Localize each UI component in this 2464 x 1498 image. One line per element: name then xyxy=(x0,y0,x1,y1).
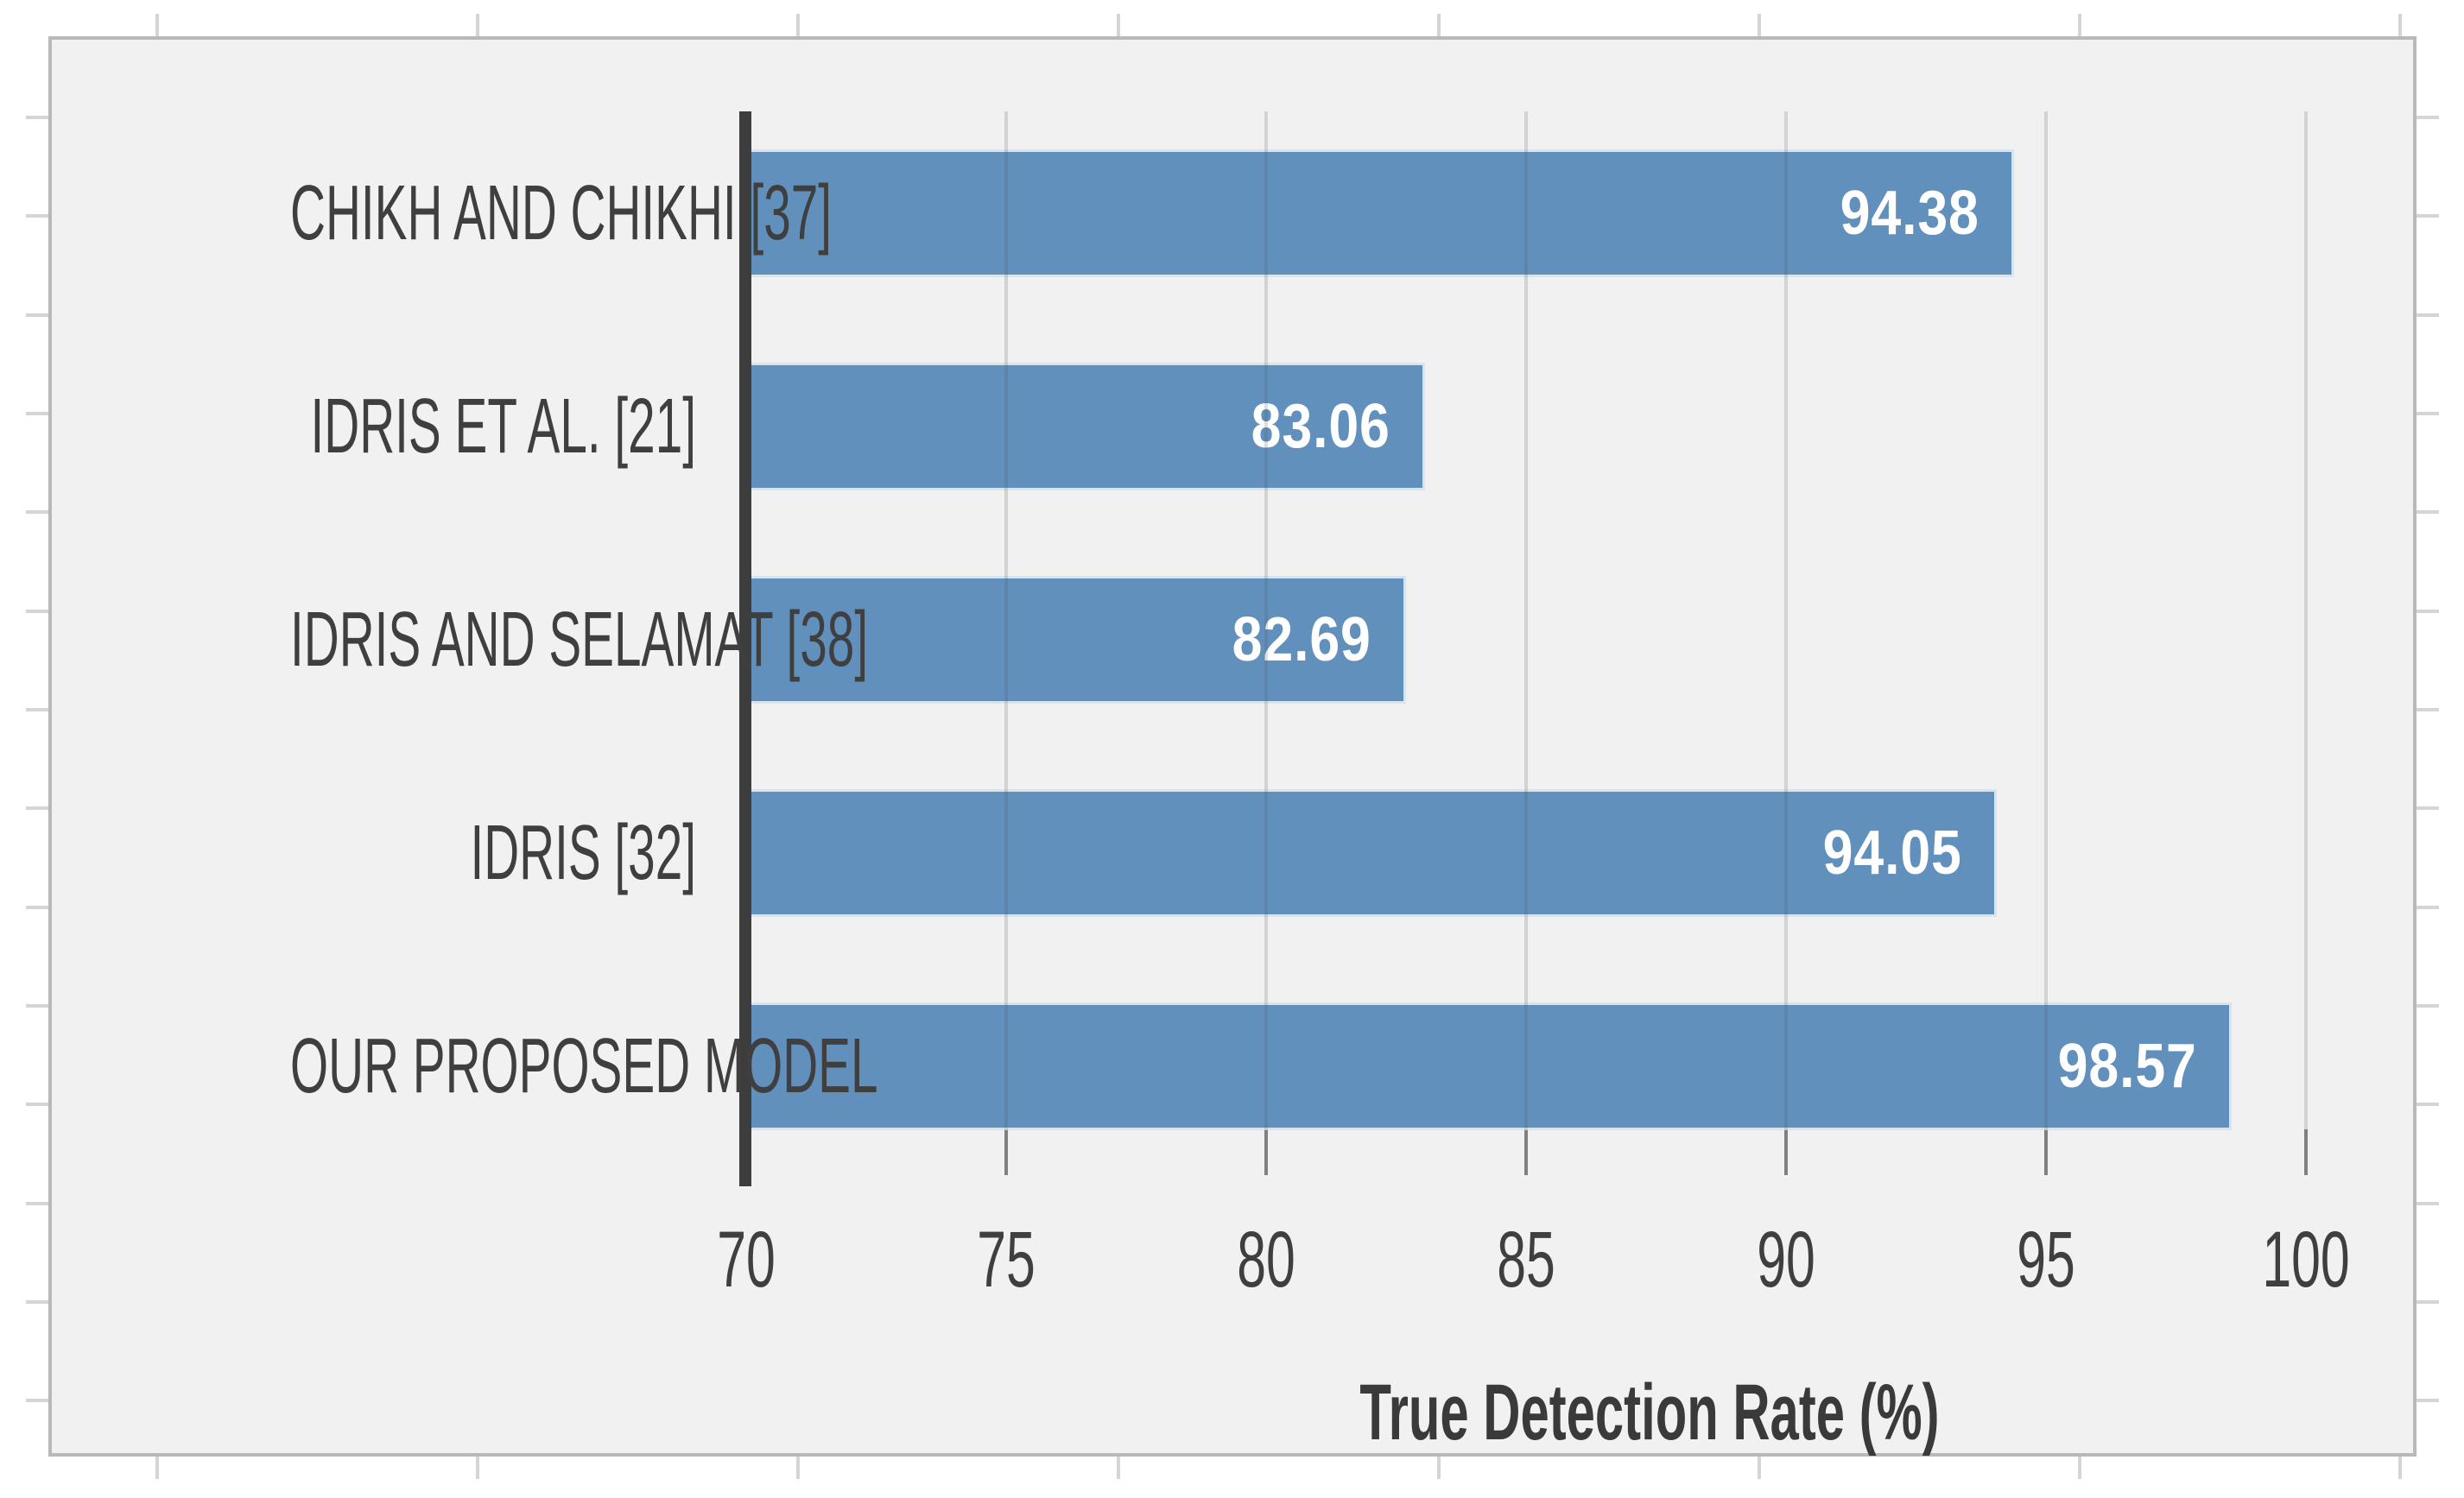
worksheet-gridline-tick xyxy=(26,214,48,218)
worksheet-gridline-tick xyxy=(26,806,48,810)
gridline xyxy=(1264,111,1268,1175)
gridline xyxy=(1004,111,1008,1175)
axis-tickmark xyxy=(1264,1129,1268,1175)
x-axis-title: True Detection Rate (%) xyxy=(1359,1368,1940,1457)
worksheet-gridline-tick xyxy=(2416,708,2439,711)
worksheet-gridline-tick xyxy=(26,116,48,119)
gridline xyxy=(2044,111,2048,1175)
worksheet-gridline-tick xyxy=(26,1399,48,1402)
worksheet-gridline-tick xyxy=(2078,1457,2081,1479)
worksheet-gridline-tick xyxy=(1758,1457,1761,1479)
axis-tickmark xyxy=(2044,1129,2048,1175)
axis-tickmark xyxy=(1784,1129,1788,1175)
axis-tickmark xyxy=(1004,1129,1008,1175)
chart-area[interactable]: True Detection Rate (%) 94.38 CHIKH AND C… xyxy=(48,36,2416,1457)
worksheet-gridline-tick xyxy=(26,1202,48,1205)
bar-value-label: 94.05 xyxy=(1822,819,1962,888)
worksheet-gridline-tick xyxy=(2416,1300,2439,1304)
bar-value-label: 94.38 xyxy=(1840,179,1979,248)
worksheet-gridline-tick xyxy=(26,610,48,613)
gridline xyxy=(2304,111,2308,1175)
category-label: IDRIS [32] xyxy=(470,810,696,896)
category-label: IDRIS AND SELAMAT [38] xyxy=(290,597,869,683)
bar[interactable]: 82.69 xyxy=(751,576,1406,704)
worksheet-gridline-tick xyxy=(2398,1457,2402,1479)
bar[interactable]: 83.06 xyxy=(751,363,1425,490)
value-axis-line xyxy=(739,111,751,1186)
bar-value-label: 83.06 xyxy=(1251,392,1390,461)
worksheet-gridline-tick xyxy=(476,1457,479,1479)
x-tick-label: 95 xyxy=(2017,1216,2075,1304)
worksheet-gridline-tick xyxy=(2416,313,2439,317)
category-label: CHIKH AND CHIKHI [37] xyxy=(290,170,833,256)
worksheet-gridline-tick xyxy=(2416,1103,2439,1106)
category-label: OUR PROPOSED MODEL xyxy=(290,1023,878,1109)
worksheet-gridline-tick xyxy=(2416,214,2439,218)
bar[interactable]: 94.38 xyxy=(751,149,2014,277)
worksheet-gridline-tick xyxy=(476,14,479,36)
worksheet-gridline-tick xyxy=(2416,412,2439,415)
worksheet-gridline-tick xyxy=(26,1300,48,1304)
worksheet-gridline-tick xyxy=(1117,14,1120,36)
worksheet-gridline-tick xyxy=(1117,1457,1120,1479)
x-tick-label: 70 xyxy=(717,1216,776,1304)
category-label: IDRIS ET AL. [21] xyxy=(310,383,696,470)
worksheet-gridline-tick xyxy=(1437,1457,1441,1479)
worksheet-gridline-tick xyxy=(2416,510,2439,514)
worksheet-gridline-tick xyxy=(26,1103,48,1106)
worksheet-gridline-tick xyxy=(2078,14,2081,36)
worksheet-gridline-tick xyxy=(26,510,48,514)
worksheet-gridline-tick xyxy=(1758,14,1761,36)
worksheet-gridline-tick xyxy=(155,14,159,36)
x-tick-label: 80 xyxy=(1237,1216,1295,1304)
bar-value-label: 82.69 xyxy=(1232,605,1371,674)
worksheet-gridline-tick xyxy=(1437,14,1441,36)
worksheet-gridline-tick xyxy=(26,412,48,415)
gridline xyxy=(1524,111,1528,1175)
axis-tickmark xyxy=(1524,1129,1528,1175)
worksheet-gridline-tick xyxy=(155,1457,159,1479)
worksheet-gridline-tick xyxy=(2398,14,2402,36)
worksheet-gridline-tick xyxy=(796,14,800,36)
worksheet-gridline-tick xyxy=(2416,1202,2439,1205)
worksheet-gridline-tick xyxy=(2416,610,2439,613)
x-tick-label: 90 xyxy=(1757,1216,1815,1304)
worksheet-gridline-tick xyxy=(2416,116,2439,119)
worksheet-gridline-tick xyxy=(2416,1399,2439,1402)
worksheet-gridline-tick xyxy=(2416,906,2439,909)
gridline xyxy=(1784,111,1788,1175)
x-tick-label: 85 xyxy=(1497,1216,1555,1304)
bar[interactable]: 94.05 xyxy=(751,789,1997,917)
worksheet-gridline-tick xyxy=(26,906,48,909)
worksheet-gridline-tick xyxy=(2416,806,2439,810)
worksheet-gridline-tick xyxy=(2416,1004,2439,1008)
x-tick-label: 100 xyxy=(2262,1216,2350,1304)
worksheet-gridline-tick xyxy=(26,1004,48,1008)
bar-value-label: 98.57 xyxy=(2057,1032,2197,1101)
bar[interactable]: 98.57 xyxy=(751,1002,2232,1130)
worksheet-gridline-tick xyxy=(796,1457,800,1479)
worksheet-gridline-tick xyxy=(26,313,48,317)
worksheet-gridline-tick xyxy=(26,708,48,711)
x-tick-label: 75 xyxy=(977,1216,1036,1304)
axis-tickmark xyxy=(2304,1129,2308,1175)
